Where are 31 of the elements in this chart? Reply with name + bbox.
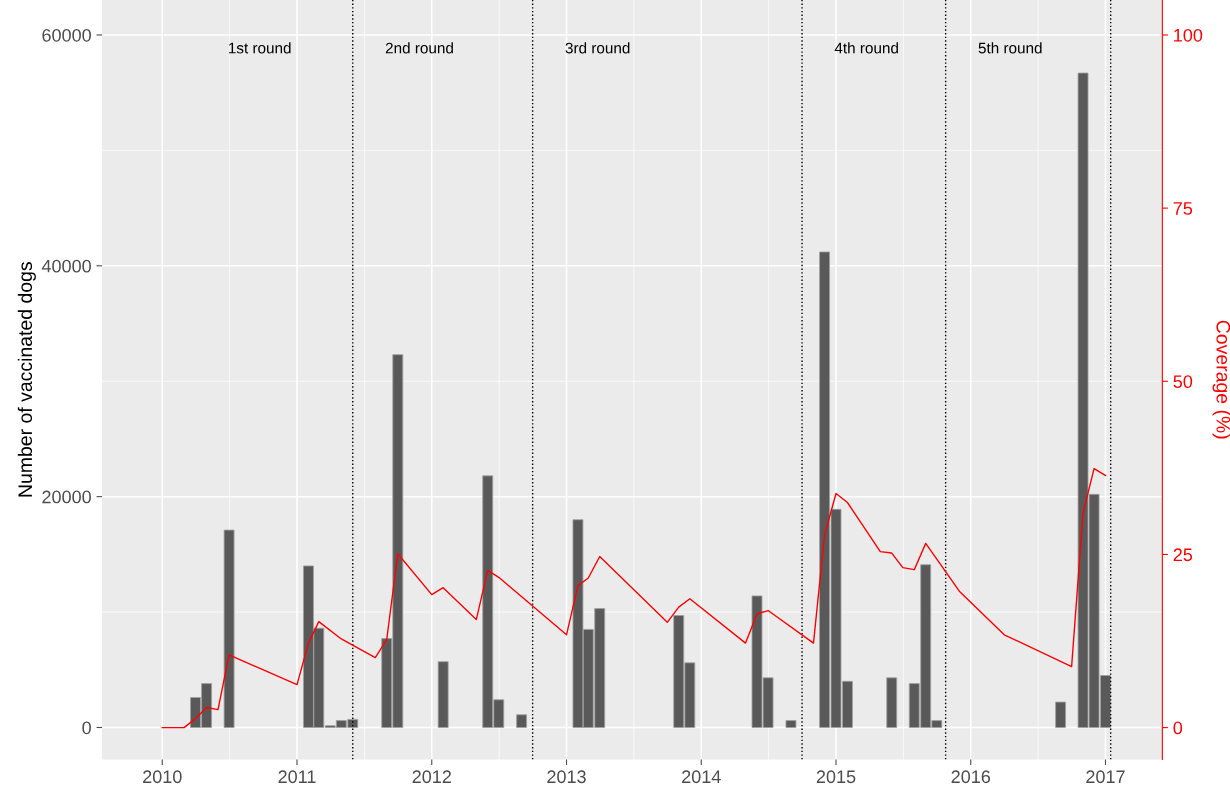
x-tick-label: 2016 — [951, 770, 991, 784]
y2-tick-label: 25 — [1173, 548, 1193, 562]
annotation: 3rd round — [565, 42, 630, 54]
x-tick-label: 2014 — [682, 770, 721, 784]
y2-tick-label: 0 — [1173, 721, 1183, 735]
bar — [785, 720, 797, 728]
x-tick-label: 2013 — [547, 770, 586, 784]
bar — [223, 529, 235, 728]
y-tick-label: 60000 — [42, 28, 91, 42]
y-tick-label: 0 — [82, 721, 91, 735]
y-tick-label: 40000 — [41, 259, 91, 273]
annotation: 1st round — [228, 42, 291, 54]
y2-tick-label: 75 — [1173, 202, 1193, 215]
bar — [1055, 701, 1066, 728]
y2-tick-label: 50 — [1173, 375, 1193, 389]
annotation: 5th round — [978, 42, 1042, 54]
y-tick-label: 20000 — [42, 490, 91, 504]
x-tick-label: 2012 — [412, 770, 451, 784]
x-tick-label: 2010 — [143, 770, 182, 784]
x-tick-label: 2011 — [278, 770, 316, 784]
bar — [437, 661, 449, 728]
annotation: 4th round — [834, 42, 898, 54]
bar — [886, 677, 898, 728]
y-axis-title: Number of vaccinated dogs — [17, 262, 36, 497]
y2-axis-title: Coverage (%) — [1212, 320, 1230, 439]
bar — [516, 714, 527, 728]
x-tick-label: 2017 — [1086, 770, 1125, 784]
line-series — [161, 467, 1107, 729]
x-tick-label: 2015 — [816, 770, 856, 784]
annotation: 2nd round — [385, 42, 453, 54]
y2-tick-label: 100 — [1174, 28, 1203, 42]
